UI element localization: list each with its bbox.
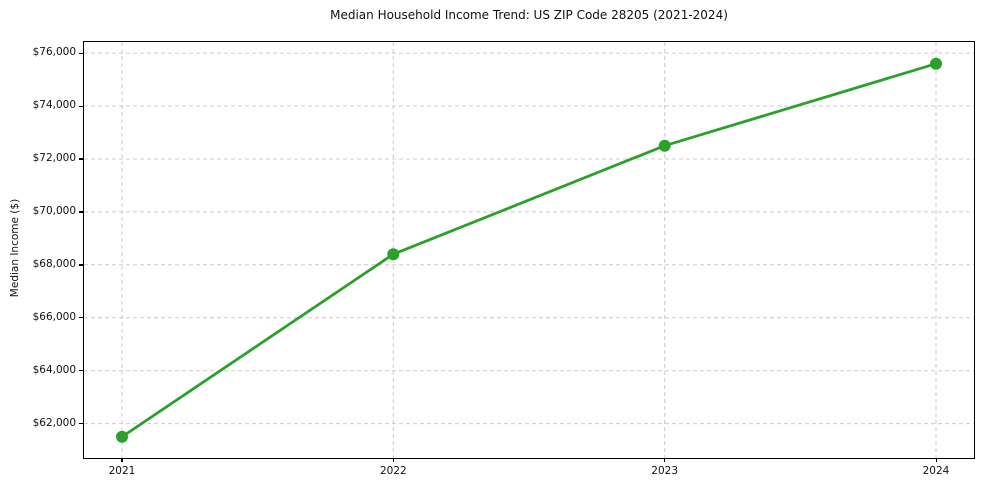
data-point-marker bbox=[116, 430, 128, 443]
x-tick-mark bbox=[121, 458, 123, 462]
y-tick-label: $70,000 bbox=[32, 204, 76, 217]
plot-area bbox=[83, 41, 975, 459]
y-tick-label: $68,000 bbox=[32, 257, 76, 270]
y-tick-label: $62,000 bbox=[32, 416, 76, 429]
x-tick-label: 2022 bbox=[379, 465, 407, 477]
y-tick-mark bbox=[79, 264, 83, 266]
y-tick-label: $66,000 bbox=[32, 310, 76, 323]
y-tick-mark bbox=[79, 317, 83, 319]
y-tick-label: $72,000 bbox=[32, 151, 76, 164]
chart-title: Median Household Income Trend: US ZIP Co… bbox=[330, 8, 728, 22]
data-point-marker bbox=[387, 248, 400, 261]
y-tick-mark bbox=[79, 370, 83, 372]
y-tick-mark bbox=[79, 211, 83, 213]
x-tick-label: 2024 bbox=[922, 465, 950, 477]
x-tick-mark bbox=[664, 458, 666, 462]
median-income-line-chart bbox=[84, 42, 974, 458]
income-trend-line bbox=[120, 62, 938, 439]
x-tick-mark bbox=[392, 458, 395, 462]
x-tick-label: 2023 bbox=[651, 465, 679, 477]
y-tick-mark bbox=[79, 158, 83, 160]
y-tick-mark bbox=[79, 105, 83, 107]
x-tick-mark bbox=[935, 458, 937, 462]
x-tick-label: 2021 bbox=[108, 465, 136, 477]
y-tick-label: $64,000 bbox=[32, 363, 76, 376]
data-point-marker bbox=[658, 139, 671, 152]
y-tick-mark bbox=[79, 52, 83, 54]
data-point-marker bbox=[930, 57, 942, 70]
y-tick-label: $76,000 bbox=[32, 46, 76, 59]
y-tick-mark bbox=[79, 423, 83, 425]
y-tick-label: $74,000 bbox=[32, 99, 76, 112]
